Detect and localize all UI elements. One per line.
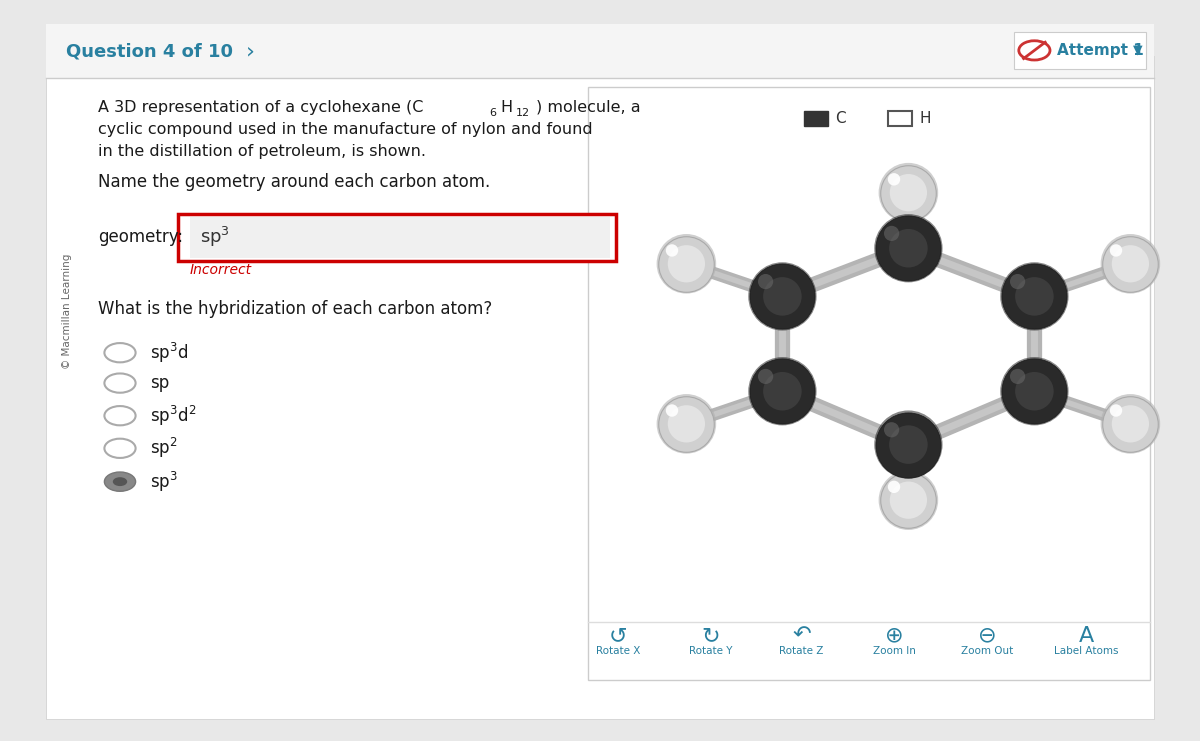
Point <box>899 439 918 451</box>
Text: Incorrect: Incorrect <box>190 264 252 277</box>
Text: ›: › <box>246 41 254 61</box>
Text: ↻: ↻ <box>701 626 720 645</box>
Circle shape <box>104 343 136 362</box>
Circle shape <box>104 373 136 393</box>
Point <box>1121 258 1140 270</box>
Point <box>1008 370 1027 382</box>
Point <box>1121 258 1140 270</box>
Point <box>662 245 682 256</box>
Point <box>756 370 775 382</box>
Point <box>1106 245 1126 256</box>
Point <box>1025 290 1044 302</box>
Text: ⊕: ⊕ <box>884 626 904 645</box>
Text: sp$^2$: sp$^2$ <box>150 436 178 460</box>
Point <box>773 290 792 302</box>
Point <box>756 276 775 288</box>
Text: ) molecule, a: ) molecule, a <box>536 100 641 115</box>
Text: A: A <box>1079 626 1093 645</box>
Point <box>677 258 696 270</box>
Text: Attempt 1: Attempt 1 <box>1057 43 1144 58</box>
FancyBboxPatch shape <box>1014 32 1146 69</box>
Point <box>899 187 918 199</box>
Point <box>1025 385 1044 397</box>
Point <box>677 258 696 270</box>
Text: ↺: ↺ <box>608 626 628 645</box>
Point <box>677 418 696 430</box>
Text: H: H <box>919 111 931 126</box>
FancyBboxPatch shape <box>46 24 1154 78</box>
Text: cyclic compound used in the manufacture of nylon and found: cyclic compound used in the manufacture … <box>98 122 593 137</box>
Text: Zoom In: Zoom In <box>872 645 916 656</box>
Point <box>773 290 792 302</box>
Point <box>677 418 696 430</box>
Bar <box>888 111 912 126</box>
Text: Label Atoms: Label Atoms <box>1054 645 1118 656</box>
Bar <box>804 111 828 126</box>
Text: Rotate X: Rotate X <box>596 645 640 656</box>
Text: Rotate Y: Rotate Y <box>689 645 732 656</box>
Text: 12: 12 <box>516 107 530 118</box>
Text: A 3D representation of a cyclohexane (C: A 3D representation of a cyclohexane (C <box>98 100 424 115</box>
Text: H: H <box>500 100 512 115</box>
Point <box>662 405 682 416</box>
Text: ▼: ▼ <box>1133 44 1142 57</box>
Point <box>677 418 696 430</box>
Circle shape <box>104 406 136 425</box>
Point <box>884 173 904 185</box>
Point <box>882 424 901 436</box>
Point <box>1025 290 1044 302</box>
Text: sp$^3$d: sp$^3$d <box>150 341 188 365</box>
Point <box>899 187 918 199</box>
Point <box>884 481 904 493</box>
Point <box>899 242 918 254</box>
Text: Zoom Out: Zoom Out <box>961 645 1014 656</box>
FancyBboxPatch shape <box>178 214 616 261</box>
Text: © Macmillan Learning: © Macmillan Learning <box>62 253 72 369</box>
Text: sp$^3$: sp$^3$ <box>150 470 178 494</box>
Point <box>773 385 792 397</box>
Point <box>882 227 901 239</box>
Text: ⊖: ⊖ <box>978 626 997 645</box>
Circle shape <box>113 477 127 486</box>
Point <box>899 242 918 254</box>
Point <box>1121 418 1140 430</box>
Point <box>677 258 696 270</box>
Text: Rotate Z: Rotate Z <box>780 645 823 656</box>
Point <box>1025 290 1044 302</box>
Point <box>899 439 918 451</box>
Point <box>1025 385 1044 397</box>
Text: ↶: ↶ <box>792 626 811 645</box>
Point <box>1121 418 1140 430</box>
Circle shape <box>104 439 136 458</box>
Point <box>773 385 792 397</box>
Point <box>1008 276 1027 288</box>
Circle shape <box>104 472 136 491</box>
Text: geometry:: geometry: <box>98 228 184 246</box>
Text: Name the geometry around each carbon atom.: Name the geometry around each carbon ato… <box>98 173 491 190</box>
Point <box>899 187 918 199</box>
Text: Question 4 of 10: Question 4 of 10 <box>66 42 233 60</box>
Point <box>1025 385 1044 397</box>
FancyBboxPatch shape <box>46 56 1154 719</box>
FancyBboxPatch shape <box>190 217 610 258</box>
Point <box>899 494 918 506</box>
Point <box>773 385 792 397</box>
Point <box>1121 258 1140 270</box>
Text: in the distillation of petroleum, is shown.: in the distillation of petroleum, is sho… <box>98 144 426 159</box>
FancyBboxPatch shape <box>588 87 1150 680</box>
Point <box>899 494 918 506</box>
Text: What is the hybridization of each carbon atom?: What is the hybridization of each carbon… <box>98 300 493 318</box>
Text: sp$^3$: sp$^3$ <box>200 225 230 249</box>
Point <box>1121 418 1140 430</box>
Point <box>1106 405 1126 416</box>
Text: sp: sp <box>150 374 169 392</box>
Point <box>899 439 918 451</box>
Text: 6: 6 <box>490 107 497 118</box>
Text: sp$^3$d$^2$: sp$^3$d$^2$ <box>150 404 197 428</box>
Point <box>899 242 918 254</box>
Point <box>773 290 792 302</box>
Text: C: C <box>835 111 846 126</box>
Point <box>899 494 918 506</box>
